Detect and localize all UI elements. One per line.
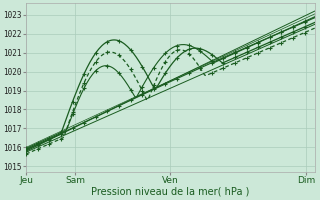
X-axis label: Pression niveau de la mer( hPa ): Pression niveau de la mer( hPa ) xyxy=(91,187,250,197)
